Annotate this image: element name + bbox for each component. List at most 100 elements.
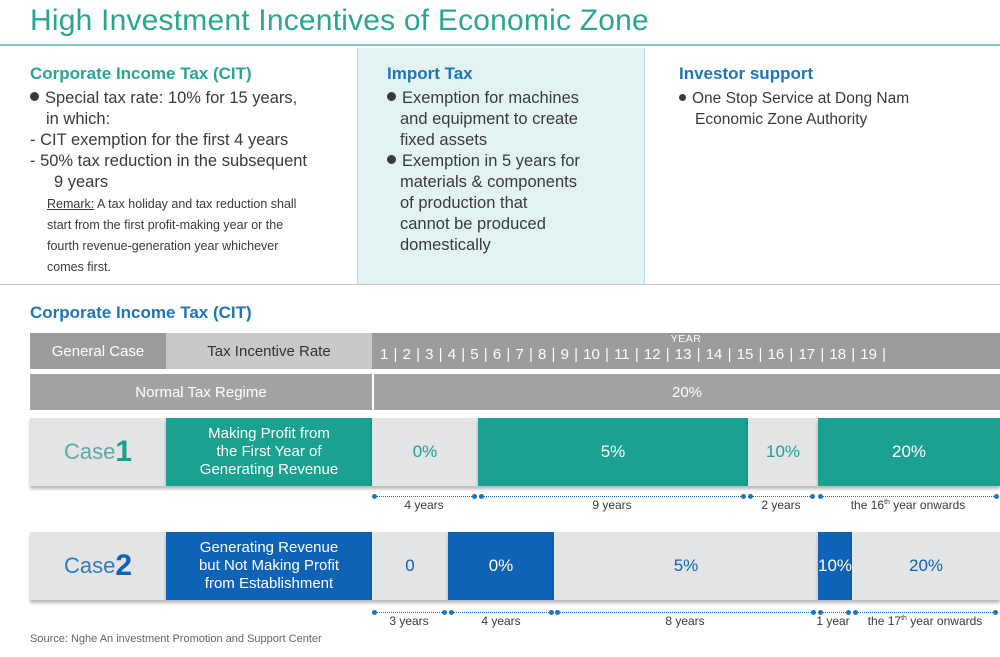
case1-desc-line: Making Profit from [208, 425, 330, 442]
span-dot [993, 610, 998, 615]
case2-segment-20pct: 20% [852, 532, 1000, 600]
remark-label: Remark: [47, 197, 95, 211]
cit-line: 9 years [54, 173, 109, 191]
source-note: Source: Nghe An investment Promotion and… [30, 633, 322, 645]
import-line: Exemption for machines [402, 89, 579, 107]
span-dot [853, 610, 858, 615]
case2-span-label: 3 years [389, 614, 429, 628]
span-dot [449, 610, 454, 615]
cit-table-heading: Corporate Income Tax (CIT) [30, 303, 252, 322]
cit-line: Special tax rate: 10% for 15 years, [45, 89, 298, 107]
general-case-header: General Case [30, 333, 166, 369]
year-header [372, 333, 1000, 369]
import-line: and equipment to create [400, 110, 578, 128]
remark-text: comes first. [47, 260, 111, 274]
case1-description: Making Profit from the First Year of Gen… [166, 418, 372, 486]
case1-span-label: 2 years [761, 498, 801, 512]
span-dot [555, 610, 560, 615]
cit-heading: Corporate Income Tax (CIT) [30, 64, 252, 83]
normal-tax-rate: 20% [374, 374, 1000, 410]
case1-label: Case 1 [30, 418, 166, 486]
import-line: Exemption in 5 years for [402, 152, 580, 170]
case2-span-label: 8 years [665, 614, 705, 628]
span-dot [994, 494, 999, 499]
span-dot [748, 494, 753, 499]
case2-span-label: 1 year [816, 614, 850, 628]
case1-segment-0pct: 0% [372, 418, 478, 486]
cit-line: in which: [46, 110, 111, 128]
import-heading: Import Tax [387, 64, 473, 83]
cit-remark: Remark: A tax holiday and tax reduction … [47, 194, 347, 278]
case1-span-label-onwards: the 16th year onwards [820, 498, 996, 512]
case2-span-label-onwards: the 17th year onwards [855, 614, 995, 628]
case-number: 1 [115, 435, 133, 468]
import-line: of production that [400, 194, 528, 212]
span-dot [472, 494, 477, 499]
case-number: 2 [115, 549, 133, 582]
case2-description: Generating Revenue but Not Making Profit… [166, 532, 372, 600]
span-dot [479, 494, 484, 499]
span-dot [372, 494, 377, 499]
case2-segment-0: 0 [372, 532, 448, 600]
case1-desc-line: Generating Revenue [199, 461, 339, 478]
normal-tax-regime-label: Normal Tax Regime [30, 374, 372, 410]
case1-desc-line: the First Year of [216, 443, 322, 460]
import-line: domestically [400, 236, 491, 254]
span-dot [549, 610, 554, 615]
case1-segment-5pct: 5% [478, 418, 748, 486]
bullet-icon [387, 155, 396, 165]
section-divider [0, 284, 1000, 285]
case2-desc-line: but Not Making Profit [198, 557, 340, 574]
case-word: Case [63, 553, 116, 578]
span-dot [818, 610, 823, 615]
span-dot [811, 610, 816, 615]
onwards-sup: th [884, 499, 890, 506]
onwards-text: year onwards [889, 498, 966, 512]
case2-span-line [820, 612, 848, 613]
investor-line: One Stop Service at Dong Nam [692, 90, 910, 107]
case2-segment-10pct: 10% [818, 532, 852, 600]
onwards-text: year onwards [906, 614, 983, 628]
cit-column: Corporate Income Tax (CIT) Special tax r… [0, 48, 355, 284]
span-dot [810, 494, 815, 499]
case1-span-line [374, 496, 474, 497]
bullet-icon [679, 94, 686, 102]
case2-segment-0pct: 0% [448, 532, 554, 600]
case1-span-line [481, 496, 743, 497]
case1-segment-20pct: 20% [818, 418, 1000, 486]
span-dot [741, 494, 746, 499]
bullet-icon [30, 92, 39, 102]
investor-line: Economic Zone Authority [695, 111, 868, 128]
case-word: Case [63, 439, 116, 464]
import-tax-column: Import Tax Exemption for machines and eq… [357, 48, 645, 284]
span-dot [372, 610, 377, 615]
investor-details: One Stop Service at Dong Nam Economic Zo… [679, 88, 979, 130]
span-dot [846, 610, 851, 615]
year-label: YEAR [670, 333, 702, 345]
import-line: fixed assets [400, 131, 488, 149]
case1-span-label: 4 years [404, 498, 444, 512]
title-underline [0, 44, 1000, 46]
case1-span-line [820, 496, 996, 497]
investor-heading: Investor support [679, 64, 814, 83]
case2-span-line [374, 612, 444, 613]
remark-text: A tax holiday and tax reduction shall [97, 197, 297, 211]
case2-span-line [557, 612, 813, 613]
onwards-text: the 17 [867, 614, 902, 628]
page-title: High Investment Incentives of Economic Z… [30, 4, 649, 37]
import-line: cannot be produced [400, 215, 546, 233]
case1-span-line [750, 496, 812, 497]
case2-label: Case 2 [30, 532, 166, 600]
case2-span-line [451, 612, 551, 613]
case2-desc-line: from Establishment [204, 575, 334, 592]
case2-span-line [855, 612, 995, 613]
cit-line: - CIT exemption for the first 4 years [30, 131, 289, 149]
remark-text: start from the first profit-making year … [47, 218, 284, 232]
cit-line: - 50% tax reduction in the subsequent [30, 152, 308, 170]
onwards-sup: th [901, 615, 907, 622]
span-dot [442, 610, 447, 615]
case1-segment-10pct: 10% [748, 418, 818, 486]
cit-details: Special tax rate: 10% for 15 years, in w… [30, 88, 350, 193]
case2-desc-line: Generating Revenue [199, 539, 339, 556]
case2-segment-5pct: 5% [554, 532, 818, 600]
